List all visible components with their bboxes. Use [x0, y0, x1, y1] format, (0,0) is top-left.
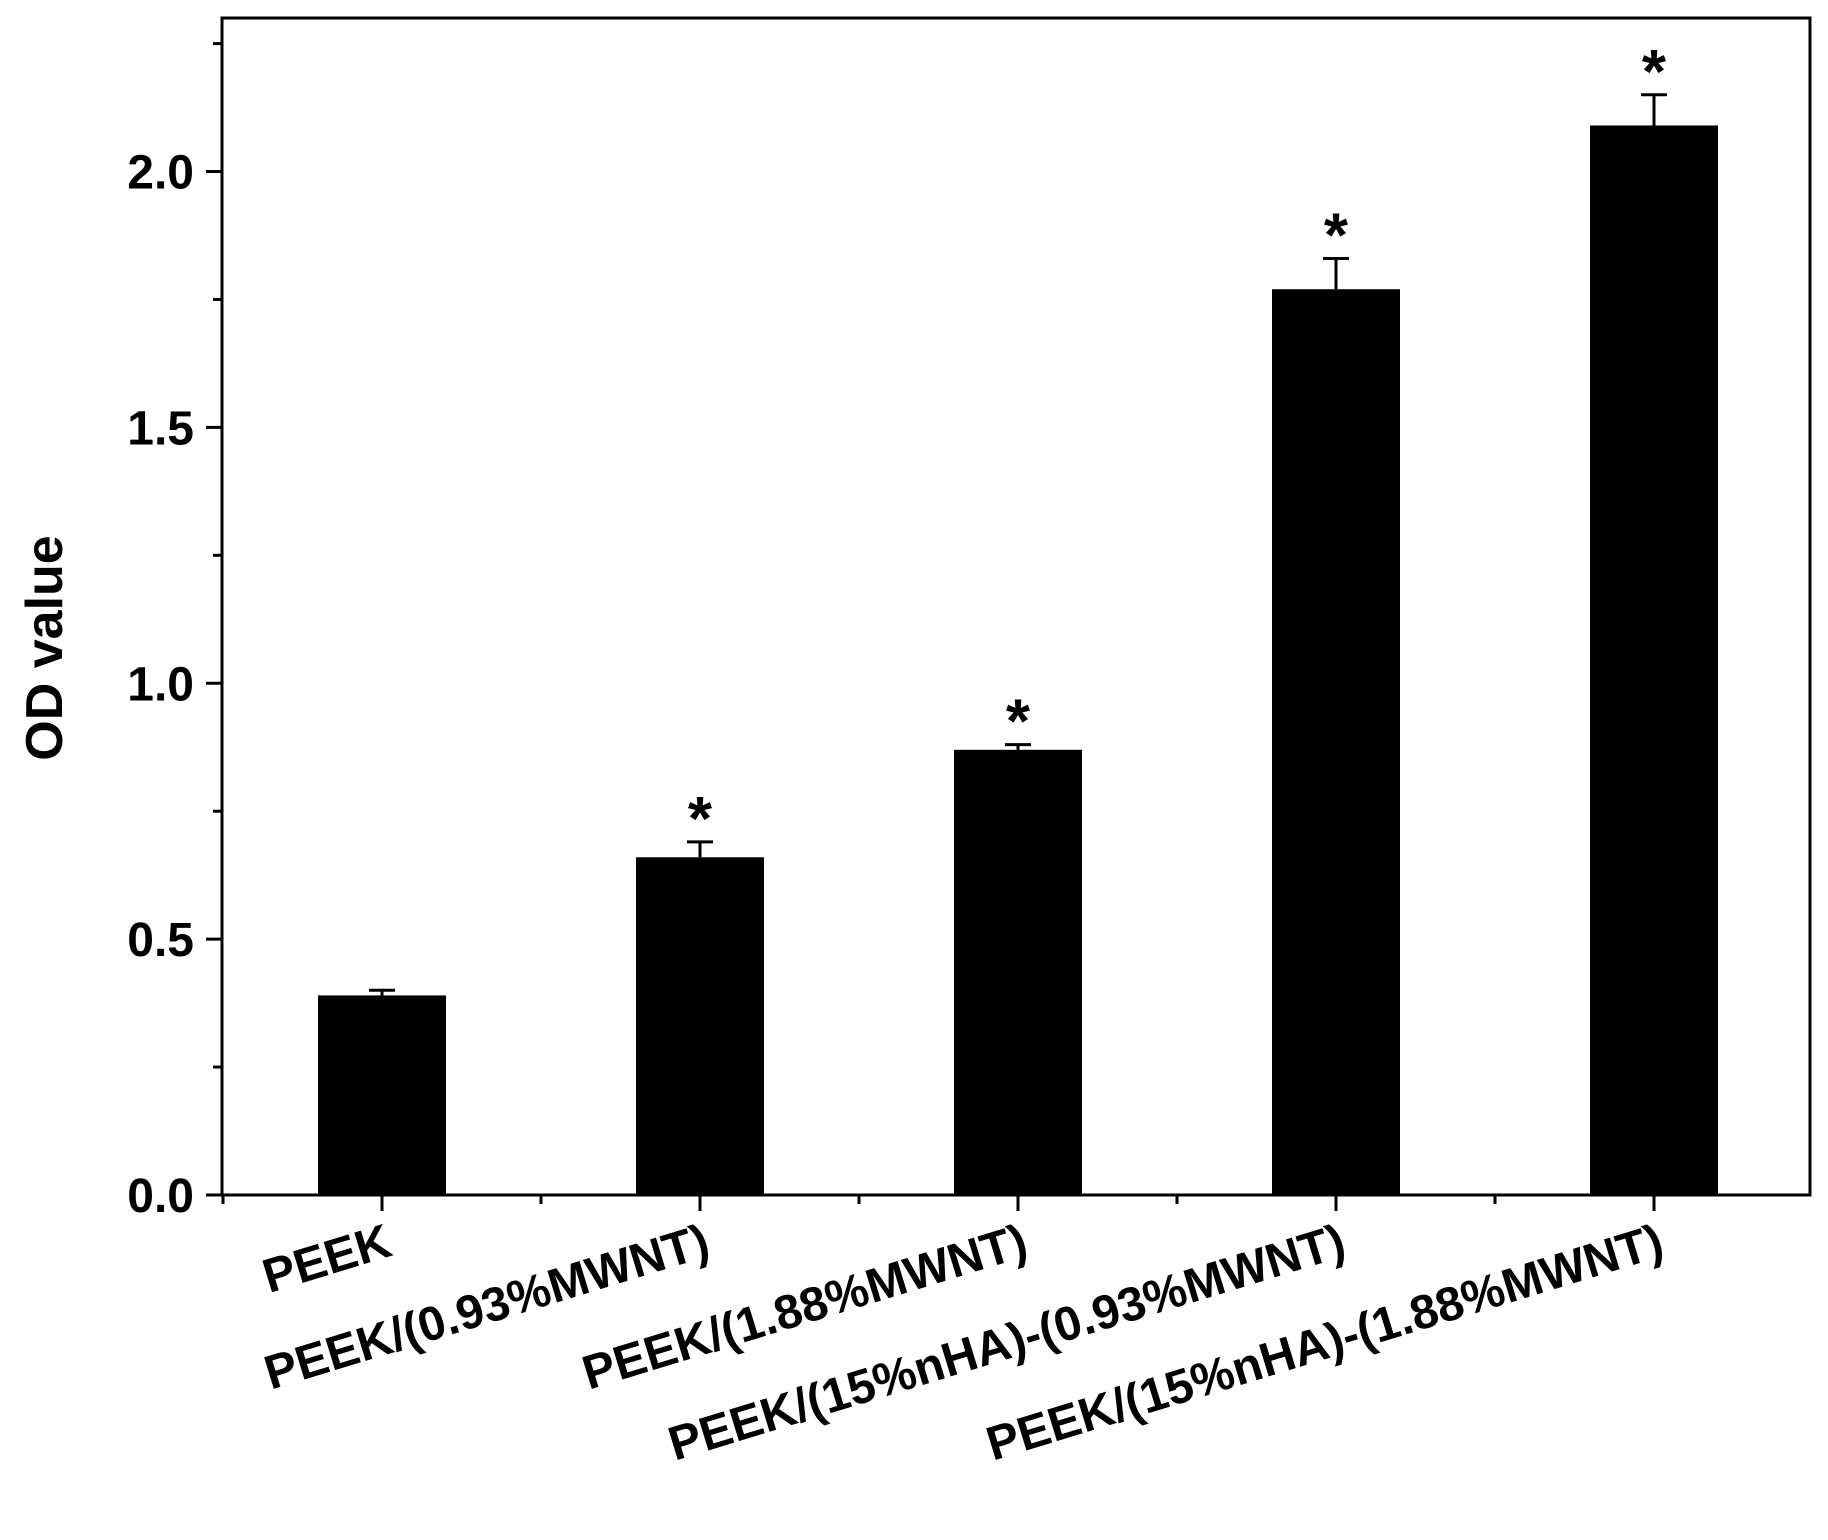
x-axis [221, 1195, 1656, 1211]
bars [318, 125, 1718, 1196]
significance-star: * [1006, 688, 1031, 757]
significance-star: * [688, 785, 713, 854]
error-bars [369, 93, 1667, 996]
bar [1272, 289, 1400, 1195]
y-tick-label: 0.5 [127, 914, 194, 967]
bar [954, 749, 1082, 1195]
y-tick-label: 1.5 [127, 402, 194, 455]
bar [318, 995, 446, 1195]
bar [1590, 125, 1718, 1196]
y-tick-label: 1.0 [127, 658, 194, 711]
significance-star: * [1324, 202, 1349, 271]
y-tick-label: 0.0 [127, 1170, 194, 1223]
y-tick-label: 2.0 [127, 147, 194, 200]
significance-markers: * * * * [688, 38, 1667, 854]
significance-star: * [1642, 38, 1667, 107]
y-axis: 0.0 0.5 1.0 1.5 2.0 [127, 42, 222, 1223]
bar [636, 857, 764, 1195]
category-labels: PEEKPEEK/(0.93%MWNT)PEEK/(1.88%MWNT)PEEK… [257, 1215, 1670, 1472]
y-axis-title: OD value [16, 535, 74, 760]
x-category-label: PEEK [257, 1215, 398, 1304]
